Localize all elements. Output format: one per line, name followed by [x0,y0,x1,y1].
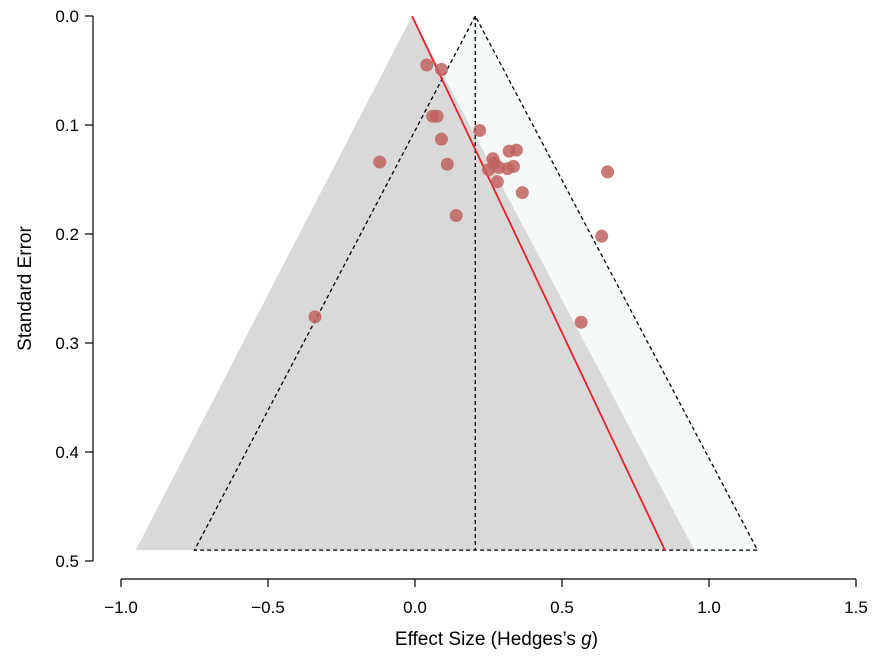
x-axis: −1.0 −0.5 0.0 0.5 1.0 1.5 [104,578,868,617]
y-tick-label: 0.1 [55,116,79,135]
y-tick-label: 0.3 [55,334,79,353]
x-tick-label: 1.0 [697,598,721,617]
x-tick-label: −0.5 [251,598,285,617]
data-point [509,143,523,157]
data-point [490,175,504,189]
data-point [308,310,322,324]
data-point [601,165,615,179]
x-axis-title-suffix: ) [592,629,598,650]
data-point [473,123,487,137]
funnel-dashed-outline [193,14,759,551]
x-axis-title-prefix: Effect Size (Hedges’s [395,629,581,650]
y-tick-label: 0.2 [55,225,79,244]
funnel-shaded-region [135,16,695,551]
data-point [515,186,529,200]
data-point [506,159,520,173]
y-axis-title: Standard Error [15,226,36,351]
data-point [595,229,609,243]
data-point [574,315,588,329]
data-point [434,132,448,146]
data-point [482,163,495,177]
y-tick-label: 0.0 [55,7,79,26]
plot-area [135,14,759,551]
x-axis-title-italic: g [581,629,592,650]
data-point [373,155,387,169]
data-point [449,208,463,222]
x-axis-title: Effect Size (Hedges’s g) [395,629,598,650]
data-point [420,58,434,72]
y-tick-label: 0.5 [55,552,79,571]
data-point [440,157,454,171]
y-axis: 0.0 0.1 0.2 0.3 0.4 0.5 [55,7,94,571]
data-point [434,62,448,76]
data-point [430,109,444,123]
x-tick-label: 1.5 [844,598,868,617]
y-tick-label: 0.4 [55,443,79,462]
x-tick-label: −1.0 [104,598,138,617]
regression-line [411,15,666,551]
x-tick-label: 0.0 [403,598,427,617]
x-tick-label: 0.5 [550,598,574,617]
